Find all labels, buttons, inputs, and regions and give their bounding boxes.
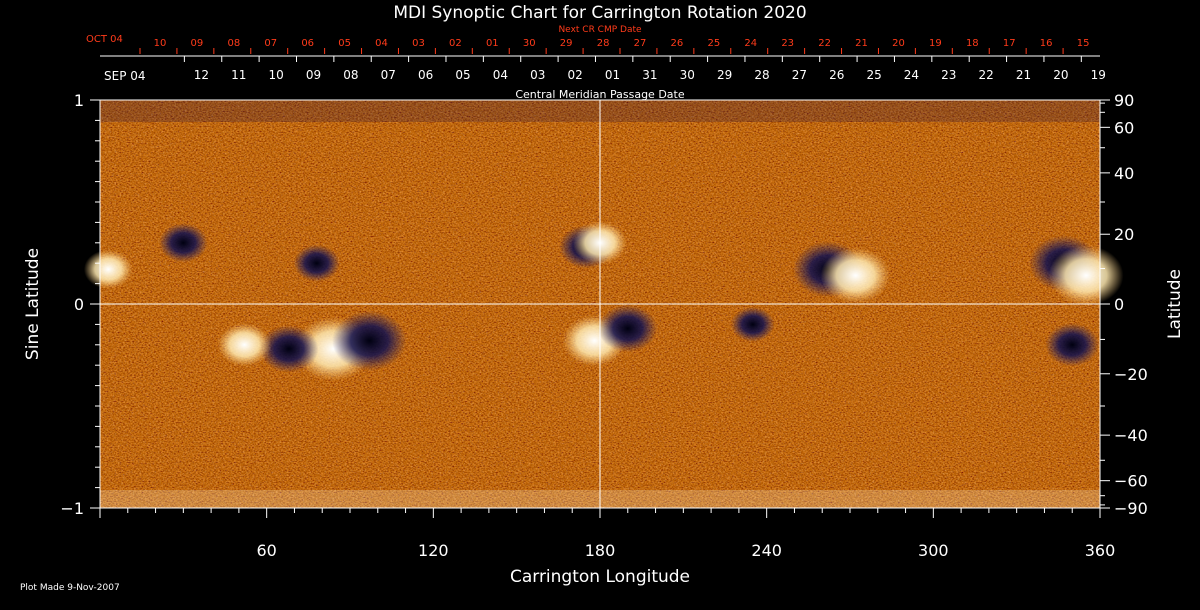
next-cmp-date-label: 02 — [449, 38, 462, 49]
next-cmp-date-label: 03 — [412, 38, 425, 49]
cmp-start-label: SEP 04 — [104, 69, 146, 83]
active-region-negative — [332, 310, 407, 371]
next-cmp-date-label: 07 — [264, 38, 277, 49]
y-left-tick-label: 0 — [74, 295, 84, 314]
next-cmp-date-label: 23 — [781, 38, 794, 49]
y-right-tick-label: 20 — [1114, 225, 1134, 244]
next-cmp-date-label: 16 — [1040, 38, 1053, 49]
cmp-date-label: 10 — [268, 68, 283, 82]
cmp-date-label: 23 — [941, 68, 956, 82]
x-tick-label: 300 — [918, 541, 949, 560]
y-right-tick-label: −40 — [1114, 426, 1148, 445]
next-cmp-date-label: 29 — [560, 38, 573, 49]
plot-made-note: Plot Made 9-Nov-2007 — [20, 583, 120, 593]
active-region-positive — [217, 323, 272, 367]
cmp-date-label: 29 — [717, 68, 732, 82]
x-axis-label: Carrington Longitude — [510, 567, 690, 587]
next-cmp-date-label: 25 — [707, 38, 720, 49]
next-cmp-date-label: 24 — [744, 38, 757, 49]
cmp-date-label: 01 — [605, 68, 620, 82]
next-cmp-date-label: 09 — [191, 38, 204, 49]
cmp-date-label: 27 — [792, 68, 807, 82]
cmp-date-label: 03 — [530, 68, 545, 82]
cmp-date-label: 25 — [866, 68, 881, 82]
x-tick-label: 240 — [751, 541, 782, 560]
top-axis-label: Central Meridian Passage Date — [515, 88, 684, 101]
y-left-tick-label: 1 — [74, 91, 84, 110]
cmp-date-label: 12 — [194, 68, 209, 82]
next-cmp-date-label: 15 — [1077, 38, 1090, 49]
y-right-tick-label: 90 — [1114, 91, 1134, 110]
cmp-date-label: 30 — [680, 68, 695, 82]
cmp-date-label: 19 — [1091, 68, 1106, 82]
cmp-date-label: 07 — [381, 68, 396, 82]
x-tick-label: 180 — [585, 541, 616, 560]
cmp-date-label: 24 — [904, 68, 919, 82]
active-region-positive — [820, 247, 891, 304]
y-axis-left: 1 0 −1 — [60, 91, 100, 518]
next-cmp-date-label: 01 — [486, 38, 499, 49]
y-right-tick-label: 60 — [1114, 118, 1134, 137]
y-right-tick-label: −20 — [1114, 365, 1148, 384]
cmp-date-label: 26 — [829, 68, 844, 82]
active-region-positive — [83, 249, 133, 289]
active-region-negative — [1045, 323, 1100, 367]
cmp-date-label: 22 — [979, 68, 994, 82]
active-region-negative — [730, 306, 775, 342]
next-cmp-date-label: 28 — [597, 38, 610, 49]
next-cmp-date-label: 08 — [227, 38, 240, 49]
cmp-date-label: 09 — [306, 68, 321, 82]
x-axis: 60 120 180 240 300 360 — [99, 508, 1116, 560]
next-cmp-date-label: 22 — [818, 38, 831, 49]
y-left-tick-label: −1 — [60, 499, 84, 518]
next-cmp-date-label: 06 — [301, 38, 314, 49]
cmp-date-label: 05 — [455, 68, 470, 82]
cmp-date-label: 08 — [343, 68, 358, 82]
y-right-tick-label: 0 — [1114, 295, 1124, 314]
next-cmp-date-label: 30 — [523, 38, 536, 49]
active-region-negative — [158, 223, 208, 263]
next-cmp-date-label: 18 — [966, 38, 979, 49]
active-region-negative — [598, 304, 658, 353]
active-regions — [83, 221, 1124, 381]
next-cmp-date-label: 05 — [338, 38, 351, 49]
x-tick-label: 60 — [256, 541, 276, 560]
active-region-positive — [1048, 245, 1124, 306]
next-cmp-date-label: 19 — [929, 38, 942, 49]
y-axis-left-label: Sine Latitude — [23, 248, 43, 360]
active-region-negative — [259, 325, 319, 373]
y-right-tick-label: −90 — [1114, 499, 1148, 518]
next-cmp-date-label: 10 — [154, 38, 167, 49]
y-axis-right-label: Latitude — [1165, 269, 1185, 339]
chart-title: MDI Synoptic Chart for Carrington Rotati… — [393, 3, 806, 23]
y-right-tick-label: 40 — [1114, 164, 1134, 183]
cmp-date-label: 28 — [754, 68, 769, 82]
next-cmp-date-label: 21 — [855, 38, 868, 49]
next-cmp-date-label: 04 — [375, 38, 388, 49]
active-region-negative — [293, 244, 340, 282]
cmp-date-label: 21 — [1016, 68, 1031, 82]
cmp-date-label: 04 — [493, 68, 508, 82]
x-tick-label: 120 — [418, 541, 449, 560]
next-cmp-date-label: 20 — [892, 38, 905, 49]
cmp-date-label: 20 — [1053, 68, 1068, 82]
next-cmp-date-label: 17 — [1003, 38, 1016, 49]
next-cmp-axis: OCT 04 10 09 08 07 06 05 04 03 02 01 30 29 28 27 26 25 24… — [86, 34, 1089, 54]
cmp-date-label: 31 — [642, 68, 657, 82]
cmp-date-label: 02 — [567, 68, 582, 82]
y-right-tick-label: −60 — [1114, 472, 1148, 491]
next-cmp-start-label: OCT 04 — [86, 34, 123, 45]
y-axis-right: 90 60 40 20 0 −20 −40 −60 −90 — [1100, 91, 1148, 518]
next-cmp-date-label: 26 — [671, 38, 684, 49]
x-tick-label: 360 — [1085, 541, 1116, 560]
cmp-axis: SEP 04 12 11 10 09 08 07 06 05 04 03 02 01 31 30 29 28 27… — [100, 55, 1106, 83]
next-axis-label: Next CR CMP Date — [558, 25, 642, 35]
cmp-date-label: 06 — [418, 68, 433, 82]
cmp-date-label: 11 — [231, 68, 246, 82]
next-cmp-date-label: 27 — [634, 38, 647, 49]
